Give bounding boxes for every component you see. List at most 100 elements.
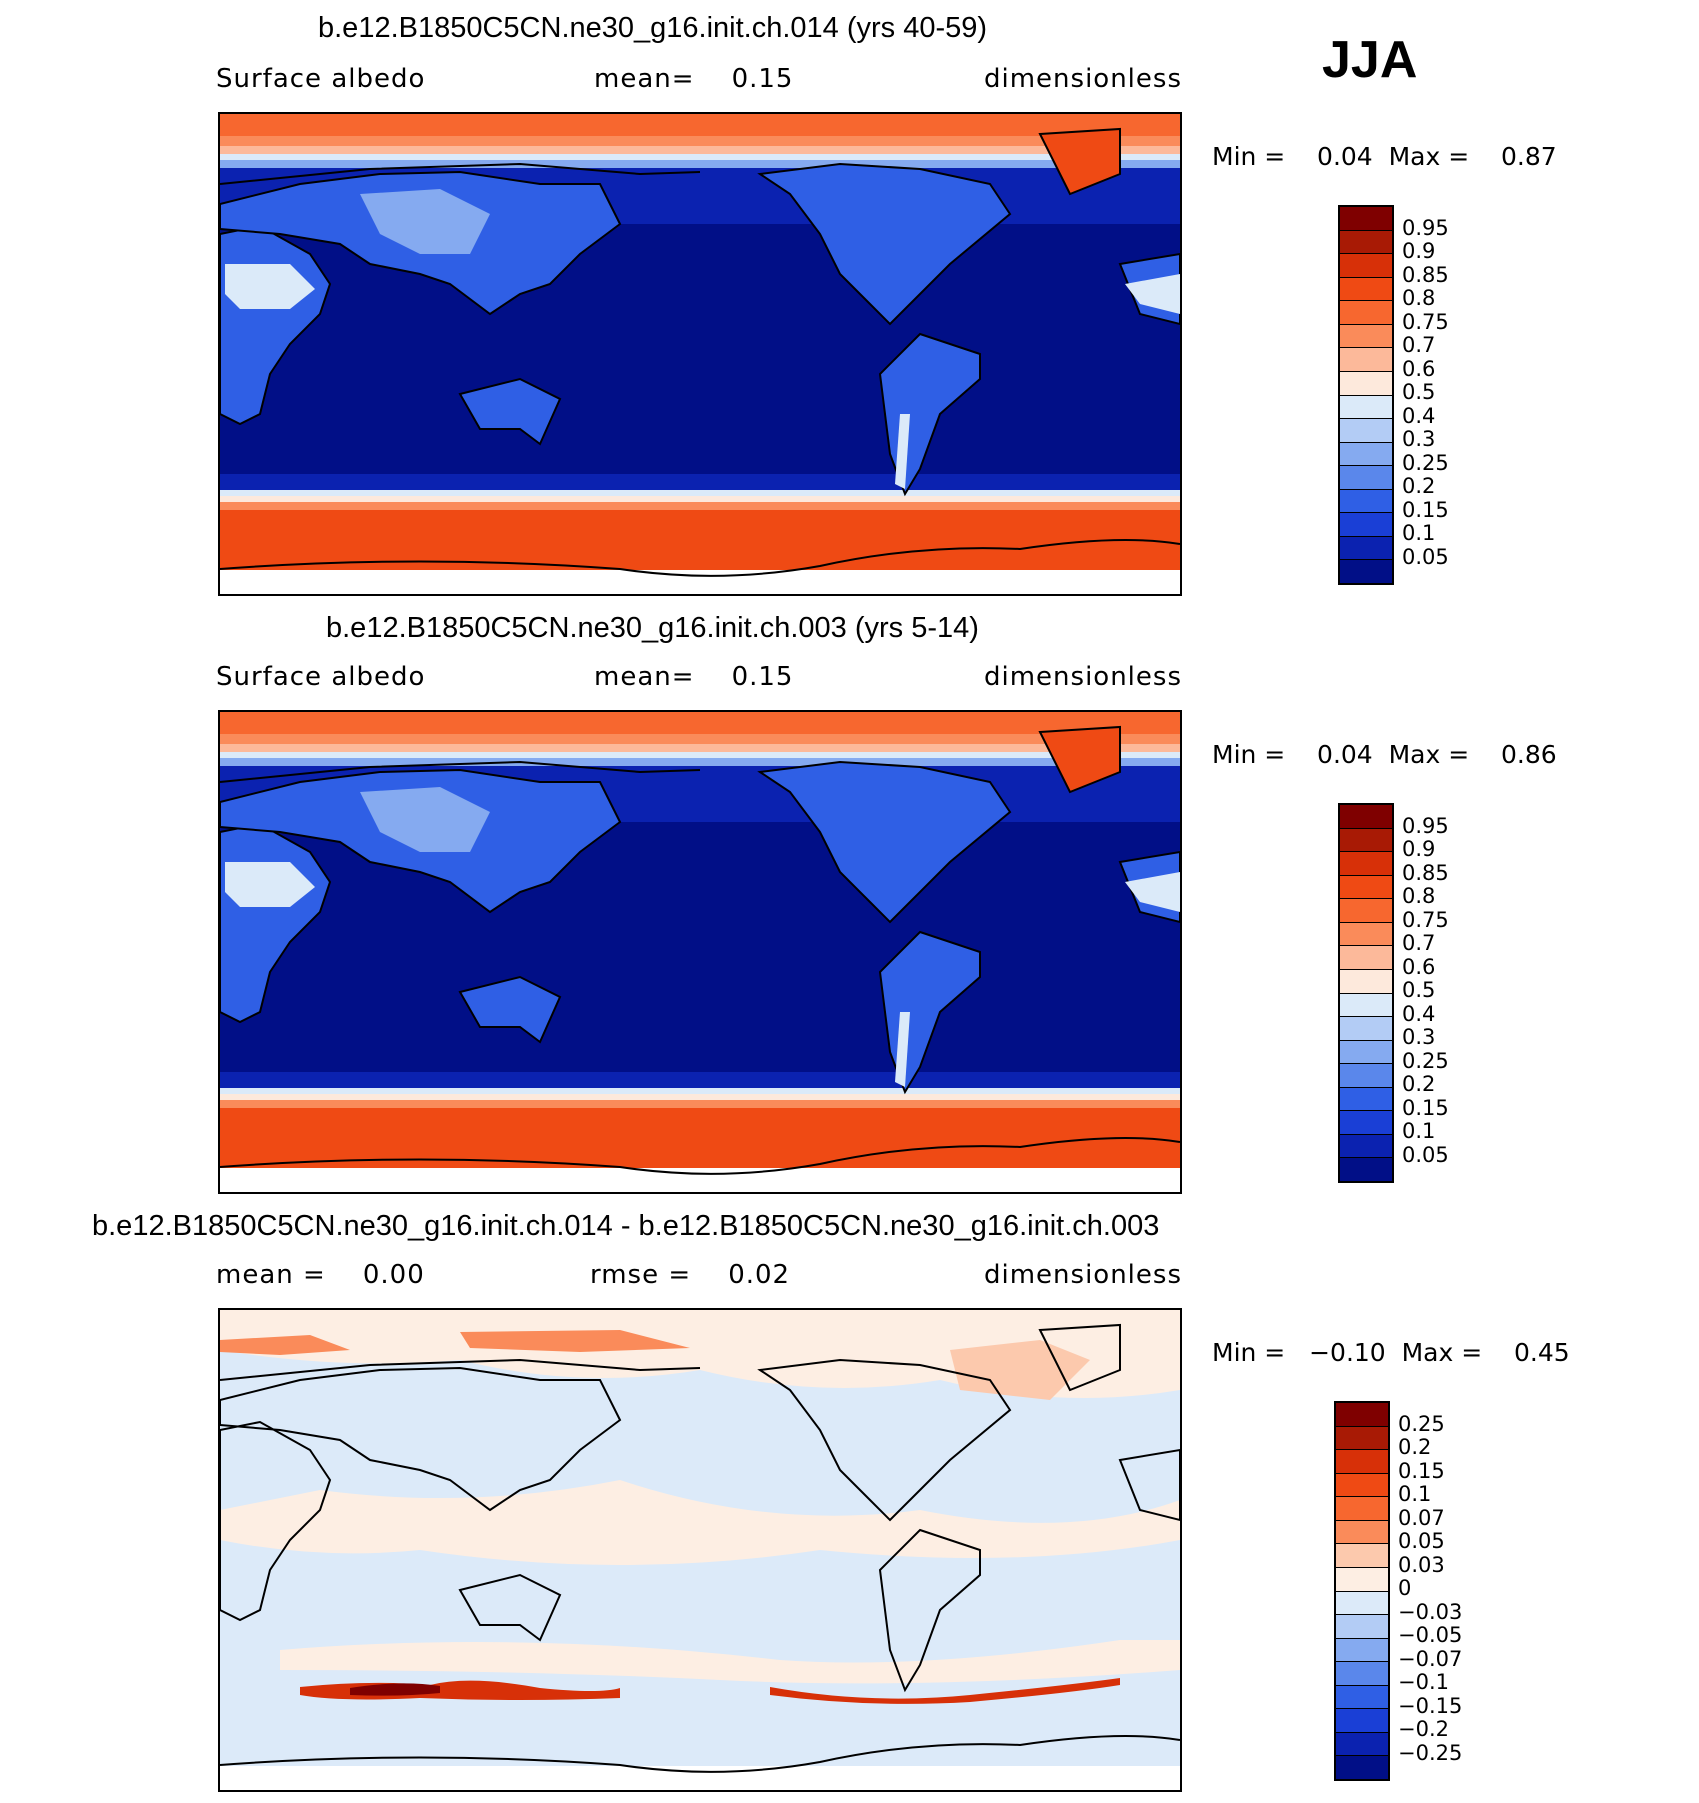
panel-2-variable: Surface albedo [216, 662, 426, 692]
colorbar-swatch [1340, 1087, 1392, 1112]
panel-2-minmax: Min = 0.04 Max = 0.86 [1212, 740, 1557, 769]
colorbar-swatch [1336, 1403, 1388, 1427]
colorbar-swatch [1340, 1064, 1392, 1088]
colorbar-tick-label: 0 [1398, 1576, 1412, 1600]
colorbar-tick-label: −0.05 [1398, 1623, 1463, 1647]
colorbar-tick-label: −0.03 [1398, 1599, 1463, 1624]
colorbar-swatch [1336, 1662, 1388, 1686]
panel-2-map-plot [220, 712, 1180, 1192]
colorbar-tick-label: −0.1 [1398, 1670, 1449, 1694]
colorbar-tick-label: −0.25 [1398, 1740, 1463, 1765]
colorbar-swatch [1336, 1497, 1388, 1521]
colorbar-swatch [1340, 324, 1392, 349]
colorbar-swatch [1340, 946, 1392, 970]
panel-2-colorbar [1338, 803, 1394, 1183]
colorbar-swatch [1336, 1473, 1388, 1498]
colorbar-swatch [1340, 875, 1392, 900]
colorbar-swatch [1336, 1615, 1388, 1639]
colorbar-swatch [1340, 419, 1392, 443]
colorbar-tick-label: 0.5 [1402, 380, 1436, 404]
colorbar-tick-label: 0.25 [1402, 450, 1449, 475]
panel-1-variable: Surface albedo [216, 64, 426, 94]
colorbar-tick-label: 0.03 [1398, 1552, 1445, 1577]
panel-2-units: dimensionless [984, 662, 1182, 692]
colorbar-swatch [1340, 560, 1392, 583]
colorbar-tick-label: 0.3 [1402, 1025, 1436, 1049]
panel-3-map-plot [220, 1310, 1180, 1790]
colorbar-swatch [1340, 993, 1392, 1018]
colorbar-swatch [1340, 301, 1392, 325]
colorbar-swatch [1336, 1756, 1388, 1779]
colorbar-swatch [1336, 1685, 1388, 1710]
colorbar-tick-label: 0.9 [1402, 837, 1436, 861]
colorbar-swatch [1340, 442, 1392, 467]
colorbar-swatch [1340, 805, 1392, 829]
panel-1-mean: mean= 0.15 [594, 64, 794, 94]
colorbar-tick-label: 0.1 [1402, 521, 1436, 545]
colorbar-tick-label: 0.4 [1402, 1001, 1436, 1026]
colorbar-swatch [1340, 1111, 1392, 1135]
colorbar-swatch [1340, 922, 1392, 947]
panel-3-rmse: rmse = 0.02 [590, 1260, 791, 1290]
colorbar-tick-label: 0.95 [1402, 813, 1449, 838]
colorbar-tick-label: 0.25 [1398, 1411, 1445, 1436]
colorbar-tick-label: 0.1 [1398, 1482, 1432, 1506]
panel-1-units: dimensionless [984, 64, 1182, 94]
colorbar-tick-label: 0.85 [1402, 860, 1449, 885]
colorbar-swatch [1340, 536, 1392, 561]
colorbar-tick-label: −0.15 [1398, 1693, 1463, 1718]
panel-1-map-plot [220, 114, 1180, 594]
panel-1-colorbar [1338, 205, 1394, 585]
colorbar-swatch [1340, 852, 1392, 876]
colorbar-tick-label: 0.05 [1402, 544, 1449, 569]
colorbar-tick-label: 0.1 [1402, 1119, 1436, 1143]
panel-2-mean: mean= 0.15 [594, 662, 794, 692]
colorbar-tick-label: 0.2 [1398, 1435, 1432, 1459]
colorbar-swatch [1340, 1158, 1392, 1181]
colorbar-swatch [1340, 395, 1392, 420]
panel-2-colorbar-labels: 0.95 0.9 0.85 0.8 0.75 0.7 0.6 0.5 0.4 0.3 0.25 0.2… [1402, 803, 1502, 1179]
panel-2-map [218, 710, 1182, 1194]
colorbar-tick-label: 0.05 [1402, 1142, 1449, 1167]
colorbar-tick-label: 0.15 [1402, 1095, 1449, 1120]
colorbar-tick-label: 0.3 [1402, 427, 1436, 451]
colorbar-tick-label: 0.8 [1402, 286, 1436, 310]
colorbar-tick-label: 0.15 [1398, 1458, 1445, 1483]
colorbar-swatch [1340, 489, 1392, 514]
colorbar-swatch [1336, 1591, 1388, 1616]
colorbar-swatch [1340, 230, 1392, 255]
panel-2-title: b.e12.B1850C5CN.ne30_g16.init.ch.003 (yr… [326, 612, 979, 644]
colorbar-tick-label: 0.6 [1402, 954, 1436, 979]
colorbar-tick-label: 0.5 [1402, 978, 1436, 1002]
colorbar-tick-label: −0.2 [1398, 1717, 1449, 1741]
colorbar-tick-label: 0.05 [1398, 1529, 1445, 1553]
colorbar-tick-label: 0.95 [1402, 215, 1449, 240]
panel-1-title: b.e12.B1850C5CN.ne30_g16.init.ch.014 (yr… [318, 12, 988, 44]
colorbar-swatch [1336, 1450, 1388, 1474]
colorbar-swatch [1336, 1709, 1388, 1733]
colorbar-swatch [1340, 899, 1392, 923]
panel-1-minmax: Min = 0.04 Max = 0.87 [1212, 142, 1557, 171]
colorbar-swatch [1340, 277, 1392, 302]
colorbar-swatch [1340, 207, 1392, 231]
colorbar-swatch [1340, 348, 1392, 372]
panel-3-map [218, 1308, 1182, 1792]
panel-3-title: b.e12.B1850C5CN.ne30_g16.init.ch.014 - b… [92, 1210, 1160, 1242]
colorbar-swatch [1340, 1017, 1392, 1041]
colorbar-tick-label: 0.2 [1402, 474, 1436, 498]
colorbar-swatch [1336, 1732, 1388, 1757]
panel-1-colorbar-labels: 0.95 0.9 0.85 0.8 0.75 0.7 0.6 0.5 0.4 0.3 0.25 0.2… [1402, 205, 1502, 581]
colorbar-tick-label: 0.7 [1402, 333, 1436, 357]
colorbar-swatch [1340, 466, 1392, 490]
colorbar-swatch [1336, 1638, 1388, 1663]
colorbar-swatch [1340, 371, 1392, 396]
season-label: JJA [1322, 31, 1418, 89]
panel-3-units: dimensionless [984, 1260, 1182, 1290]
colorbar-tick-label: 0.2 [1402, 1072, 1436, 1096]
colorbar-tick-label: 0.25 [1402, 1048, 1449, 1073]
colorbar-swatch [1340, 1040, 1392, 1065]
colorbar-tick-label: 0.07 [1398, 1505, 1445, 1530]
panel-1-map [218, 112, 1182, 596]
panel-3-minmax: Min = −0.10 Max = 0.45 [1212, 1338, 1570, 1367]
colorbar-tick-label: 0.9 [1402, 239, 1436, 263]
